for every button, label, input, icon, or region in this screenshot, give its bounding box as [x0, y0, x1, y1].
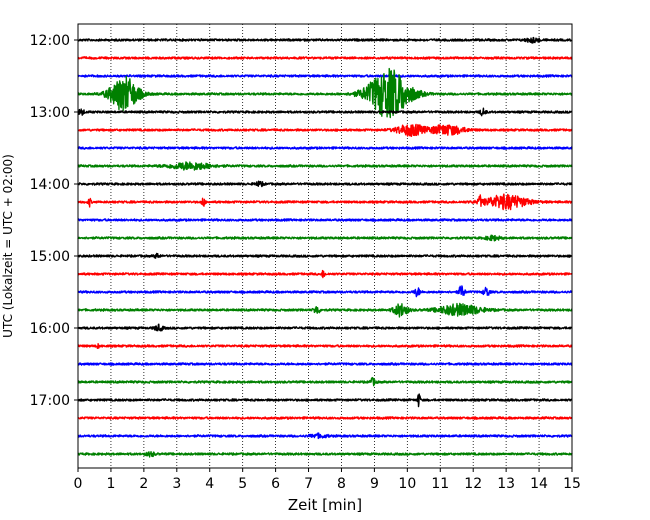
seismic-trace	[77, 180, 573, 188]
seismic-trace	[77, 362, 573, 366]
seismic-trace	[77, 451, 573, 458]
x-tick-label: 13	[497, 476, 515, 492]
x-tick-label: 5	[238, 476, 247, 492]
x-tick-label: 1	[106, 476, 115, 492]
x-tick-label: 12	[464, 476, 482, 492]
y-axis-ticks: 12:00 13:00 14:00 15:00 16:00 17:00	[30, 33, 78, 409]
seismic-trace	[77, 269, 573, 279]
seismic-trace	[77, 36, 573, 44]
seismic-trace	[77, 107, 573, 117]
seismic-trace	[77, 343, 573, 350]
grid-lines	[110, 24, 540, 468]
seismic-trace	[77, 376, 573, 387]
x-tick-label: 2	[139, 476, 148, 492]
x-tick-label: 3	[172, 476, 181, 492]
x-tick-label: 7	[304, 476, 313, 492]
seismic-traces	[77, 36, 573, 458]
y-axis-label: UTC (Lokalzeit = UTC + 02:00)	[1, 154, 15, 338]
seismic-trace	[77, 218, 573, 222]
x-axis-ticks: 0 1 2 3 4 5 6 7 8 9 10 11 12 13 14 15	[74, 468, 581, 492]
y-tick-label: 13:00	[30, 105, 70, 121]
seismic-trace	[77, 252, 573, 259]
y-tick-label: 16:00	[30, 321, 70, 337]
seismic-trace	[77, 285, 573, 298]
x-tick-label: 15	[563, 476, 581, 492]
x-tick-label: 11	[431, 476, 449, 492]
x-tick-label: 0	[74, 476, 83, 492]
x-tick-label: 10	[398, 476, 416, 492]
y-tick-label: 12:00	[30, 33, 70, 49]
seismic-trace	[77, 56, 573, 60]
seismic-trace	[77, 67, 573, 119]
seismic-trace	[77, 234, 573, 242]
seismic-trace	[77, 193, 573, 211]
seismic-trace	[77, 302, 573, 318]
plot-frame	[77, 23, 573, 469]
seismic-trace	[77, 393, 573, 408]
x-tick-label: 9	[370, 476, 379, 492]
seismic-trace	[77, 146, 573, 150]
plot-area	[78, 24, 572, 468]
x-tick-label: 14	[530, 476, 548, 492]
y-tick-label: 17:00	[30, 393, 70, 409]
seismic-trace	[77, 432, 573, 440]
x-axis-label: Zeit [min]	[288, 496, 362, 514]
y-tick-label: 15:00	[30, 249, 70, 265]
x-tick-label: 6	[271, 476, 280, 492]
x-tick-label: 8	[337, 476, 346, 492]
x-tick-label: 4	[205, 476, 214, 492]
seismic-trace	[77, 74, 573, 78]
seismic-trace	[77, 123, 573, 138]
seismic-trace	[77, 323, 573, 332]
seismic-trace	[77, 161, 573, 171]
y-tick-label: 14:00	[30, 177, 70, 193]
seismic-trace	[77, 416, 573, 420]
